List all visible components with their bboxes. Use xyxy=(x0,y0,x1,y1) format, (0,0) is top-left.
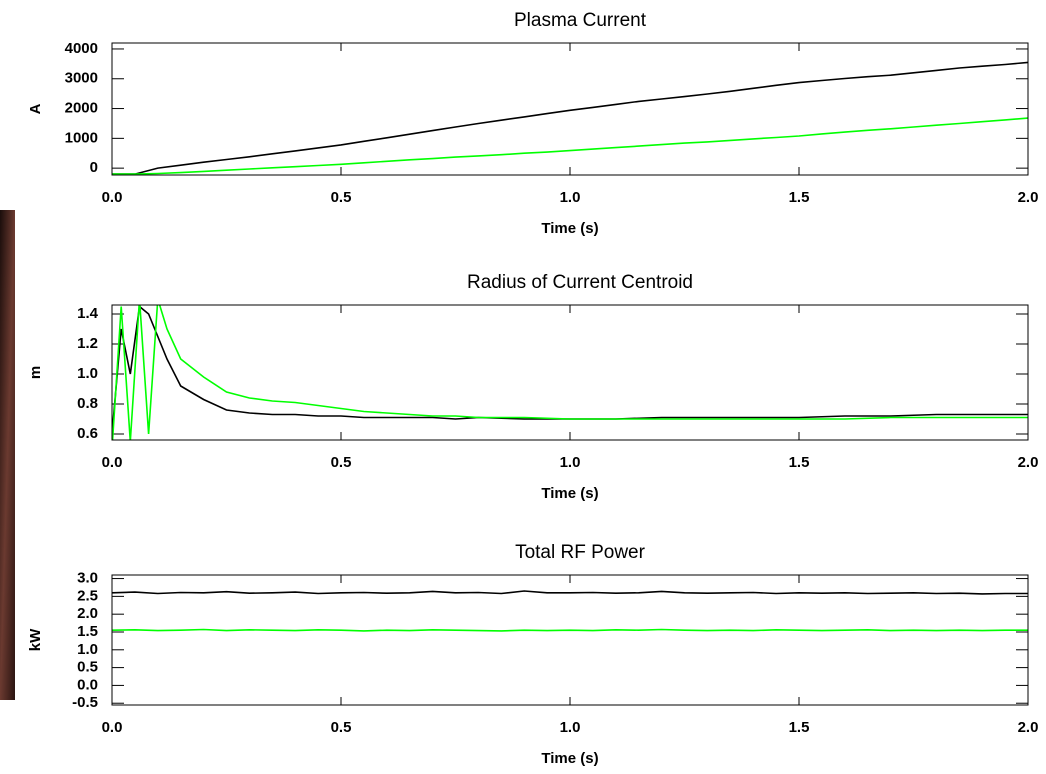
series-line xyxy=(112,590,1028,595)
x-axis-label: Time (s) xyxy=(541,220,598,237)
series-line xyxy=(112,305,1028,440)
series-line xyxy=(112,305,1028,435)
x-axis-label: Time (s) xyxy=(541,750,598,767)
series-line xyxy=(112,628,1028,632)
x-tick-label: 0.0 xyxy=(102,454,123,471)
x-tick-label: 1.0 xyxy=(560,189,581,206)
plot-frame xyxy=(111,574,1029,706)
x-tick-label: 1.0 xyxy=(560,719,581,736)
plot-frame xyxy=(111,42,1029,176)
chart-title: Plasma Current xyxy=(514,10,647,31)
y-tick-label: -0.5 xyxy=(72,694,98,711)
x-tick-label: 2.0 xyxy=(1018,719,1039,736)
y-tick-label: 2000 xyxy=(65,100,98,117)
y-axis-label: m xyxy=(27,366,44,379)
y-tick-label: 0.0 xyxy=(77,676,98,693)
y-tick-label: 0.6 xyxy=(77,425,98,442)
y-tick-label: 0.8 xyxy=(77,395,98,412)
chart-title: Total RF Power xyxy=(515,542,646,563)
y-tick-label: 1.0 xyxy=(77,365,98,382)
y-tick-label: 0 xyxy=(90,159,98,176)
y-axis-label: A xyxy=(27,103,44,114)
y-axis-label: kW xyxy=(27,628,44,651)
y-tick-label: 0.5 xyxy=(77,659,98,676)
chart-title: Radius of Current Centroid xyxy=(467,272,693,293)
y-tick-label: 3.0 xyxy=(77,570,98,587)
x-tick-label: 1.5 xyxy=(789,719,810,736)
y-tick-label: 1.5 xyxy=(77,623,98,640)
x-tick-label: 2.0 xyxy=(1018,454,1039,471)
y-tick-label: 1.0 xyxy=(77,641,98,658)
x-tick-label: 1.5 xyxy=(789,454,810,471)
x-tick-label: 1.5 xyxy=(789,189,810,206)
plot-frame xyxy=(111,304,1029,441)
x-tick-label: 0.0 xyxy=(102,719,123,736)
x-tick-label: 0.5 xyxy=(331,189,352,206)
y-tick-label: 2.5 xyxy=(77,587,98,604)
x-tick-label: 0.0 xyxy=(102,189,123,206)
series-line xyxy=(112,61,1028,175)
x-axis-label: Time (s) xyxy=(541,485,598,502)
x-tick-label: 1.0 xyxy=(560,454,581,471)
y-tick-label: 1000 xyxy=(65,129,98,146)
background-image xyxy=(0,210,15,700)
y-tick-label: 1.4 xyxy=(77,305,99,322)
y-tick-label: 2.0 xyxy=(77,605,98,622)
y-tick-label: 1.2 xyxy=(77,335,98,352)
x-tick-label: 0.5 xyxy=(331,719,352,736)
y-tick-label: 3000 xyxy=(65,70,98,87)
y-tick-label: 4000 xyxy=(65,40,98,57)
x-tick-label: 0.5 xyxy=(331,454,352,471)
x-tick-label: 2.0 xyxy=(1018,189,1039,206)
series-line xyxy=(112,117,1028,175)
